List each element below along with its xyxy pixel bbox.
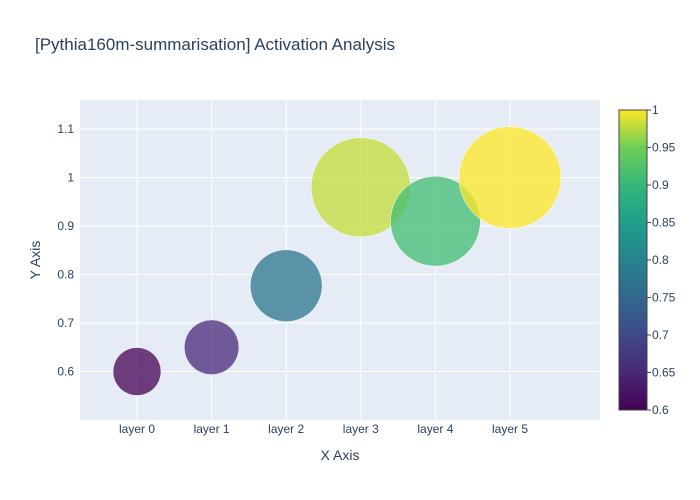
y-axis-title: Y Axis [27,241,43,280]
markers [112,126,562,396]
x-tick-label: layer 5 [492,422,528,436]
y-tick-labels: 0.6 0.7 0.8 0.9 1 1.1 [57,122,74,378]
y-tick-label: 0.9 [57,219,74,233]
colorbar-tick-label: 1 [652,103,659,117]
colorbar-tick-label: 0.9 [652,178,669,192]
colorbar-tick-label: 0.75 [652,291,676,305]
colorbar-tick-label: 0.8 [652,253,669,267]
data-point [112,347,162,396]
colorbar-tick-label: 0.95 [652,141,676,155]
y-tick-label: 0.7 [57,316,74,330]
x-tick-label: layer 1 [194,422,230,436]
x-tick-label: layer 3 [343,422,379,436]
colorbar-tick-labels: 0.6 0.65 0.7 0.75 0.8 0.85 0.9 0.95 1 [647,103,676,417]
data-point [250,249,323,322]
y-tick-label: 0.6 [57,365,74,379]
colorbar-tick-label: 0.85 [652,216,676,230]
y-tick-label: 1 [67,171,74,185]
x-tick-labels: layer 0 layer 1 layer 2 layer 3 layer 4 layer… [119,422,528,436]
colorbar-tick-label: 0.65 [652,366,676,380]
colorbar-tick-label: 0.7 [652,328,669,342]
y-tick-label: 1.1 [57,122,74,136]
data-point [458,126,562,229]
x-tick-label: layer 2 [268,422,304,436]
colorbar-tick-label: 0.6 [652,403,669,417]
x-tick-label: layer 0 [119,422,155,436]
data-point [183,319,240,375]
x-tick-label: layer 4 [417,422,453,436]
y-tick-label: 0.8 [57,268,74,282]
data-point [390,176,481,267]
colorbar [618,109,648,411]
chart-title: [Pythia160m-summarisation] Activation An… [35,35,395,54]
x-axis-title: X Axis [321,447,360,463]
